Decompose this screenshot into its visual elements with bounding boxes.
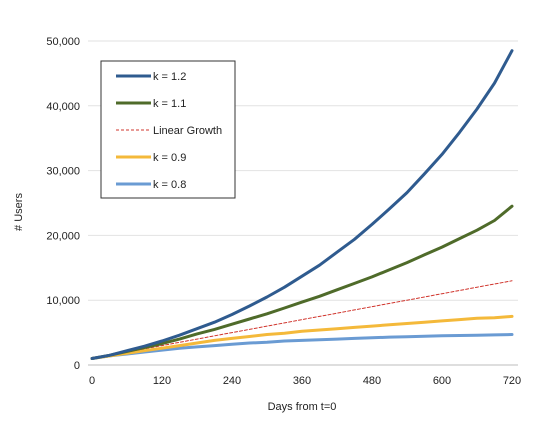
legend-label: Linear Growth xyxy=(153,125,222,137)
x-axis-label: Days from t=0 xyxy=(268,401,337,413)
legend-label: k = 1.1 xyxy=(153,98,186,110)
y-tick-label: 50,000 xyxy=(46,36,80,48)
x-tick-label: 480 xyxy=(363,375,381,387)
legend-label: k = 1.2 xyxy=(153,71,186,83)
series-line-k-1-2 xyxy=(90,49,514,360)
x-tick-label: 240 xyxy=(223,375,241,387)
series-lines xyxy=(90,49,514,360)
legend-label: k = 0.9 xyxy=(153,152,186,164)
y-tick-label: 0 xyxy=(74,360,80,372)
legend: k = 1.2 k = 1.1 Linear Growth k = 0.9 k = 0.… xyxy=(100,60,236,199)
series-line-k-0-9 xyxy=(90,314,514,360)
legend-label: k = 0.8 xyxy=(153,179,186,191)
y-tick-label: 40,000 xyxy=(46,101,80,113)
y-tick-label: 10,000 xyxy=(46,295,80,307)
x-tick-label: 120 xyxy=(153,375,171,387)
y-tick-label: 30,000 xyxy=(46,166,80,178)
series-line-k-0-8 xyxy=(90,333,514,360)
x-tick-label: 600 xyxy=(433,375,451,387)
series-line-linear-growth xyxy=(91,280,513,359)
y-axis-ticks: 0 10,000 20,000 30,000 40,000 50,000 xyxy=(46,36,80,372)
y-tick-label: 20,000 xyxy=(46,230,80,242)
x-axis-ticks: 0 120 240 360 480 600 720 xyxy=(89,375,521,387)
series-line-k-1-1 xyxy=(90,204,514,360)
x-tick-label: 0 xyxy=(89,375,95,387)
x-tick-label: 720 xyxy=(503,375,521,387)
y-axis-label: # Users xyxy=(13,193,25,231)
x-tick-label: 360 xyxy=(293,375,311,387)
